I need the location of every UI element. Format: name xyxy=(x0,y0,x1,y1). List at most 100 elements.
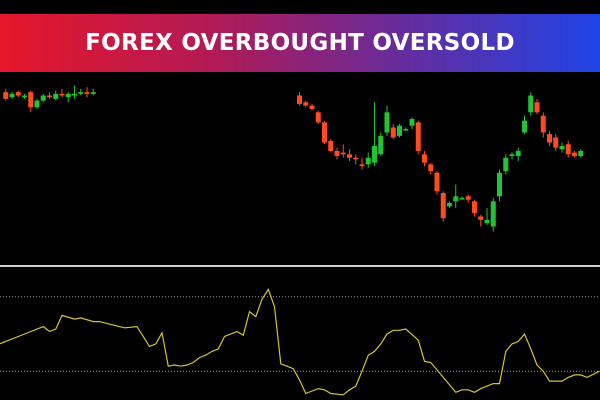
candle xyxy=(397,124,402,138)
candle-body xyxy=(365,157,371,165)
candle-body xyxy=(484,219,490,224)
candle xyxy=(390,124,396,140)
candle xyxy=(9,92,15,99)
candle-body xyxy=(378,135,384,155)
candle xyxy=(303,100,309,108)
candle xyxy=(490,198,496,232)
candle xyxy=(372,102,377,167)
candle-body xyxy=(353,157,359,160)
candle xyxy=(497,169,502,202)
candle xyxy=(509,152,515,160)
candle xyxy=(422,150,427,167)
candle xyxy=(328,139,334,153)
candle-body xyxy=(415,122,421,151)
candle-body xyxy=(453,196,459,202)
candle-body xyxy=(490,201,496,227)
candle xyxy=(322,120,327,145)
candle xyxy=(478,214,484,227)
candle-body xyxy=(534,102,540,113)
candle-body xyxy=(315,112,321,123)
candle xyxy=(522,115,527,135)
candle xyxy=(440,191,446,222)
candle-body xyxy=(372,145,377,163)
candle xyxy=(515,147,521,162)
candle xyxy=(384,105,390,136)
candle xyxy=(434,171,440,195)
candle xyxy=(447,201,452,209)
candle-body xyxy=(328,140,334,151)
candle xyxy=(84,87,90,98)
candle-body xyxy=(84,92,90,94)
candle-body xyxy=(65,93,71,98)
candle-body xyxy=(497,172,502,197)
candle-body xyxy=(47,95,52,98)
candle xyxy=(409,117,415,130)
candle-body xyxy=(515,150,521,156)
candle-body xyxy=(397,125,402,136)
candle-body xyxy=(440,192,446,219)
candle xyxy=(3,88,9,101)
candle xyxy=(47,92,52,99)
candle xyxy=(315,110,321,125)
candle xyxy=(578,149,584,158)
candle-body xyxy=(522,120,527,133)
candle-body xyxy=(347,154,352,158)
candle xyxy=(365,152,371,168)
candle-body xyxy=(465,196,471,200)
candle xyxy=(547,130,552,146)
candle xyxy=(415,120,421,155)
candle xyxy=(359,157,365,170)
candle-body xyxy=(59,93,65,96)
candle xyxy=(72,85,77,99)
candle xyxy=(559,142,565,153)
candle xyxy=(484,208,490,225)
candle-body xyxy=(72,93,77,96)
candle xyxy=(15,90,21,98)
candle-body xyxy=(434,172,440,192)
candle-body xyxy=(553,137,559,148)
candle xyxy=(453,184,459,209)
candle xyxy=(378,132,384,156)
candle xyxy=(22,93,27,99)
candle xyxy=(334,147,340,160)
candle xyxy=(65,92,71,103)
candle-body xyxy=(384,112,390,133)
candle-body xyxy=(422,154,427,163)
candle-body xyxy=(409,119,415,126)
candle-body xyxy=(53,93,59,99)
candle-body xyxy=(547,134,552,143)
candle xyxy=(78,88,84,96)
candle-body xyxy=(340,152,346,155)
candle xyxy=(534,98,540,114)
candle-body xyxy=(509,154,515,156)
candle xyxy=(340,144,346,158)
candle-body xyxy=(78,92,84,94)
candle-body xyxy=(90,92,96,94)
candle xyxy=(297,92,302,106)
candle-body xyxy=(428,164,434,172)
candle-body xyxy=(28,92,34,108)
candle xyxy=(309,103,315,111)
candle xyxy=(503,154,509,175)
oscillator-levels xyxy=(0,296,600,372)
candle xyxy=(90,88,96,96)
candle-body xyxy=(472,201,477,214)
candle-body xyxy=(390,127,396,138)
candle-body xyxy=(403,129,409,131)
candle xyxy=(59,88,65,98)
banner-title: FOREX OVERBOUGHT OVERSOLD xyxy=(85,30,515,56)
candle-body xyxy=(578,150,584,156)
candle xyxy=(459,196,465,200)
candle xyxy=(403,127,409,131)
candle-body xyxy=(322,122,327,143)
candle-body xyxy=(34,100,40,108)
candle-body xyxy=(15,92,21,96)
candle-body xyxy=(309,105,315,109)
candle-body xyxy=(334,150,340,156)
candle xyxy=(472,199,477,217)
candle-body xyxy=(503,157,509,172)
candle xyxy=(353,154,359,165)
price-candles xyxy=(3,85,584,232)
candle xyxy=(53,90,59,101)
candle xyxy=(572,150,577,158)
